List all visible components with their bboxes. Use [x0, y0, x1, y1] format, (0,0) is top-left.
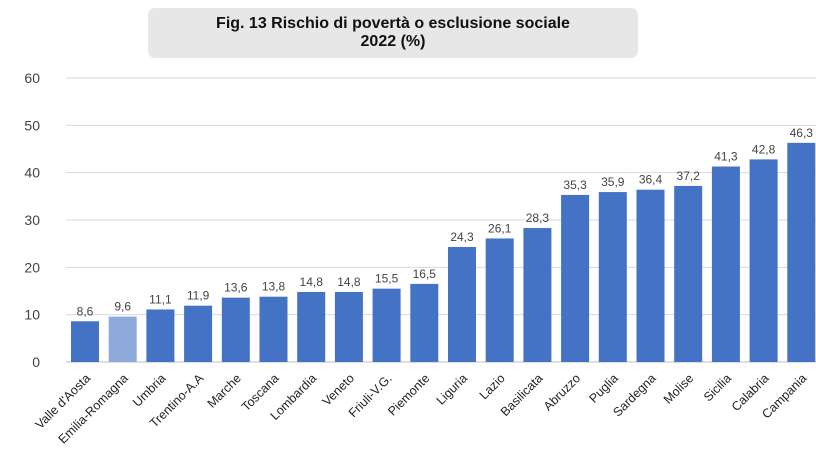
data-label: 42,8 [752, 142, 776, 156]
y-tick-label: 20 [24, 259, 40, 275]
category-label: Emilia-Romagna [56, 371, 131, 446]
category-label: Liguria [434, 371, 470, 407]
data-label: 35,9 [601, 175, 625, 189]
data-label: 13,8 [262, 280, 286, 294]
bar [221, 297, 250, 362]
data-label: 36,4 [639, 173, 663, 187]
data-label: 41,3 [714, 150, 738, 164]
data-label: 35,3 [563, 178, 587, 192]
bar [259, 296, 288, 362]
data-label: 26,1 [488, 221, 512, 235]
category-label: Puglia [586, 371, 621, 406]
y-tick-label: 50 [24, 117, 40, 133]
data-label: 11,1 [149, 292, 172, 306]
bar [598, 192, 627, 362]
data-label: 11,9 [187, 289, 210, 303]
bar [297, 291, 326, 362]
y-tick-label: 0 [32, 354, 40, 370]
bar [523, 228, 552, 362]
data-label: 14,8 [337, 275, 361, 289]
data-label: 8,6 [77, 304, 94, 318]
category-label: Lazio [477, 371, 508, 402]
data-label: 24,3 [450, 230, 474, 244]
bar [561, 194, 590, 362]
bar [787, 142, 816, 362]
category-label: Abruzzo [541, 371, 583, 413]
bar [108, 316, 137, 362]
data-label: 16,5 [413, 267, 437, 281]
bar [711, 166, 740, 362]
data-label: 13,6 [224, 281, 248, 295]
bar [749, 159, 778, 362]
data-label: 15,5 [375, 272, 399, 286]
bar [146, 309, 175, 362]
data-label: 46,3 [790, 126, 814, 140]
bar [448, 246, 476, 362]
bar [485, 238, 514, 362]
chart-subtitle: 2022 (%) [360, 33, 426, 50]
data-label: 9,6 [114, 300, 131, 314]
category-label: Piemonte [385, 371, 432, 418]
bar [674, 185, 703, 362]
y-tick-label: 30 [24, 212, 40, 228]
bar [71, 321, 99, 362]
data-label: 14,8 [300, 275, 324, 289]
data-label: 37,2 [677, 169, 701, 183]
category-label: Sicilia [701, 371, 734, 404]
bar [410, 283, 439, 362]
y-tick-label: 40 [24, 165, 40, 181]
category-label: Veneto [320, 371, 357, 408]
y-tick-label: 60 [24, 70, 40, 86]
y-tick-label: 10 [24, 307, 40, 323]
bar [636, 189, 665, 362]
bar [372, 288, 401, 362]
chart-title: Fig. 13 Rischio di povertà o esclusione … [216, 15, 570, 32]
bar [184, 305, 213, 362]
category-label: Molise [661, 371, 696, 406]
chart-title-box: Fig. 13 Rischio di povertà o esclusione … [148, 8, 638, 58]
bar [334, 291, 363, 362]
data-label: 28,3 [526, 211, 550, 225]
